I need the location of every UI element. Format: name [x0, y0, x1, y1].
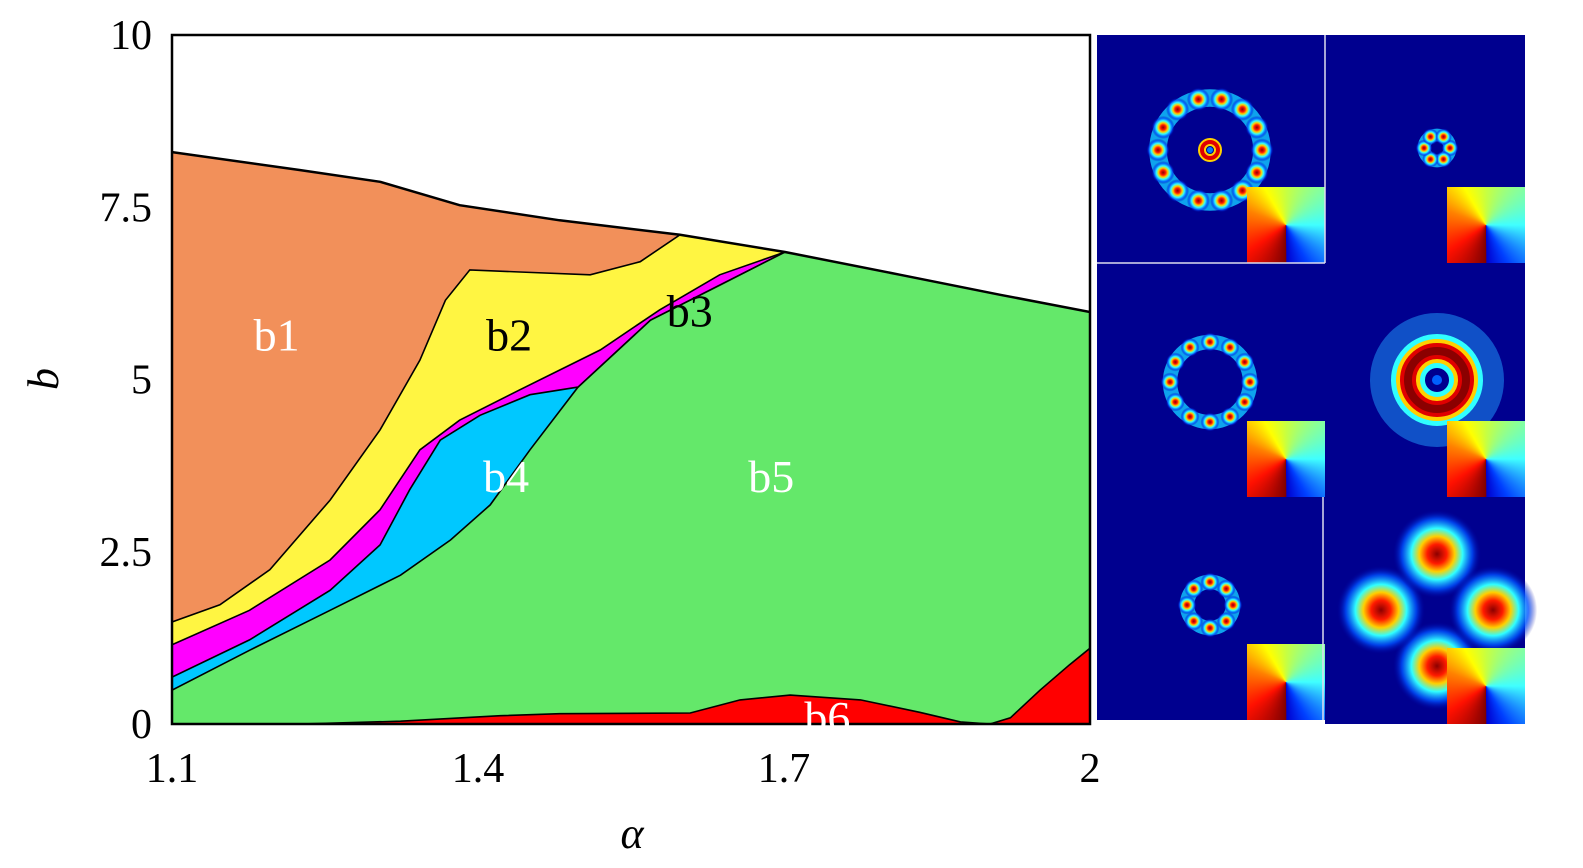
x-tick-label: 1.4	[452, 746, 505, 792]
upper-boundary-line	[172, 150, 1090, 314]
region-label-b1: b1	[254, 310, 300, 361]
region-label-b3: b3	[667, 286, 713, 337]
density-panels	[1097, 35, 1538, 724]
y-tick-label: 2.5	[100, 530, 153, 576]
y-tick-label: 7.5	[100, 185, 153, 231]
x-axis-label: α	[620, 809, 644, 858]
region-labels: b5 b4 b3 b2 b1 b6	[254, 286, 851, 744]
x-tick-label: 1.7	[758, 746, 811, 792]
density-panel-1	[1097, 35, 1325, 263]
phase-inset	[1447, 421, 1525, 497]
region-label-b5: b5	[748, 451, 794, 502]
density-panel-2	[1325, 35, 1525, 263]
y-tick-label: 5	[131, 358, 152, 404]
axis-ticks: 1.1 1.4 1.7 2 10 7.5 5 2.5 0	[100, 13, 1101, 792]
plot-frame	[170, 33, 1092, 726]
phase-inset	[1247, 187, 1325, 263]
region-label-b4: b4	[483, 451, 529, 502]
x-tick-label: 2	[1080, 746, 1101, 792]
region-b6	[172, 647, 1090, 724]
region-label-b2: b2	[486, 310, 532, 361]
phase-inset	[1247, 421, 1325, 497]
phase-inset	[1447, 187, 1525, 263]
phase-inset	[1447, 648, 1525, 724]
density-panel-4	[1325, 263, 1525, 497]
phase-inset	[1247, 644, 1325, 720]
x-tick-label: 1.1	[146, 746, 199, 792]
y-axis-label: b	[19, 368, 68, 390]
y-tick-label: 10	[110, 13, 152, 59]
region-label-b6: b6	[804, 692, 850, 743]
density-panel-6	[1325, 497, 1538, 724]
y-tick-label: 0	[131, 702, 152, 748]
density-panel-3	[1097, 263, 1325, 497]
density-panel-5	[1097, 497, 1325, 720]
plot-area	[172, 150, 1090, 724]
